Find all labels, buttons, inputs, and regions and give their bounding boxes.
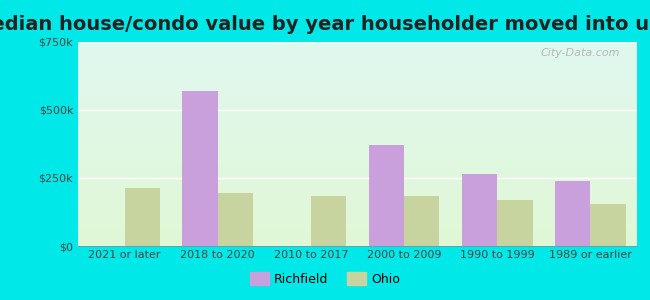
Bar <box>183 91 218 246</box>
Bar <box>555 181 590 246</box>
Legend: Richfield, Ohio: Richfield, Ohio <box>245 267 405 291</box>
Bar <box>462 174 497 246</box>
Bar <box>218 193 253 246</box>
Bar <box>125 188 160 246</box>
Bar <box>497 200 532 246</box>
Text: City-Data.com: City-Data.com <box>541 48 620 58</box>
Bar <box>590 204 626 246</box>
Bar <box>369 146 404 246</box>
Bar <box>311 196 346 246</box>
Bar <box>404 196 439 246</box>
Text: Median house/condo value by year householder moved into unit: Median house/condo value by year househo… <box>0 15 650 34</box>
